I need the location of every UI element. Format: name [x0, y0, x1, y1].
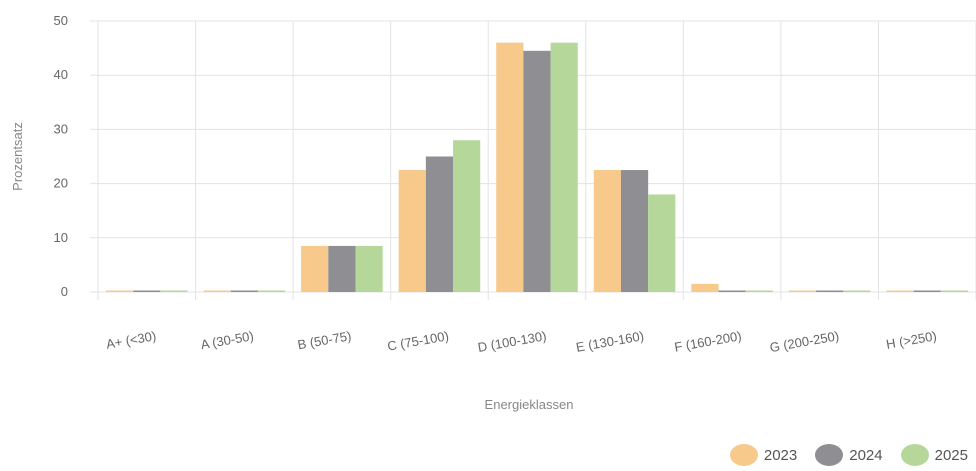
x-tick-label: H (>250) — [885, 328, 938, 352]
bar-2025-2 — [355, 245, 383, 292]
y-axis-title: Prozentsatz — [10, 122, 25, 191]
bar-2025-1 — [257, 290, 286, 292]
legend-item-2024[interactable]: 2024 — [815, 444, 883, 466]
legend-swatch — [900, 444, 929, 466]
y-tick-label: 30 — [54, 121, 68, 136]
y-tick-label: 0 — [61, 284, 68, 299]
y-tick-label: 10 — [54, 230, 68, 245]
bar-2025-5 — [648, 194, 676, 292]
y-tick-label: 50 — [54, 13, 68, 28]
legend-label: 2025 — [934, 446, 968, 464]
legend-item-2025[interactable]: 2025 — [900, 444, 968, 466]
bar-2025-6 — [745, 290, 773, 292]
bar-2025-4 — [550, 42, 578, 293]
legend-label: 2023 — [763, 446, 798, 464]
bar-2024-4 — [523, 50, 551, 293]
bar-2024-3 — [425, 156, 454, 292]
y-axis-ticks: 0 10 20 30 40 50 — [54, 13, 68, 299]
y-tick-label: 40 — [54, 67, 68, 82]
bar-2023-4 — [496, 42, 524, 293]
legend-swatch — [729, 444, 758, 466]
bar-2023-8 — [886, 290, 914, 292]
x-tick-label: C (75-100) — [386, 328, 450, 354]
legend: 2023 2024 2025 — [729, 444, 968, 466]
x-tick-label: B (50-75) — [296, 328, 352, 352]
legend-swatch — [815, 444, 844, 466]
x-axis-title: Energieklassen — [485, 397, 574, 412]
legend-item-2023[interactable]: 2023 — [729, 444, 798, 466]
bar-2024-1 — [230, 290, 258, 292]
bar-2023-6 — [691, 283, 719, 292]
bar-2025-0 — [160, 290, 188, 292]
x-tick-label: G (200-250) — [769, 328, 841, 355]
bar-2023-0 — [106, 290, 134, 292]
bar-2025-3 — [453, 140, 481, 292]
x-tick-label: D (100-130) — [477, 328, 548, 355]
bar-2024-0 — [133, 290, 161, 292]
legend-label: 2024 — [849, 446, 883, 464]
bar-2023-7 — [788, 290, 817, 292]
bar-2024-6 — [718, 290, 746, 292]
y-tick-label: 20 — [54, 176, 68, 191]
x-tick-label: A (30-50) — [200, 328, 255, 352]
bars — [106, 42, 968, 293]
x-tick-label: F (160-200) — [673, 328, 742, 355]
x-tick-label: E (130-160) — [575, 328, 645, 355]
bar-2024-2 — [328, 245, 356, 292]
bar-2025-8 — [940, 290, 968, 292]
bar-2023-2 — [301, 245, 329, 292]
x-tick-label: A+ (<30) — [105, 328, 157, 352]
bar-2023-3 — [398, 170, 426, 292]
bar-2023-5 — [593, 170, 621, 292]
bar-2025-7 — [843, 290, 871, 292]
bar-2024-5 — [620, 170, 649, 292]
x-axis-ticks: A+ (<30) A (30-50) B (50-75) C (75-100) D (1… — [105, 328, 938, 355]
bar-2024-8 — [913, 290, 941, 292]
bar-2023-1 — [203, 290, 231, 292]
bar-2024-7 — [816, 290, 844, 292]
